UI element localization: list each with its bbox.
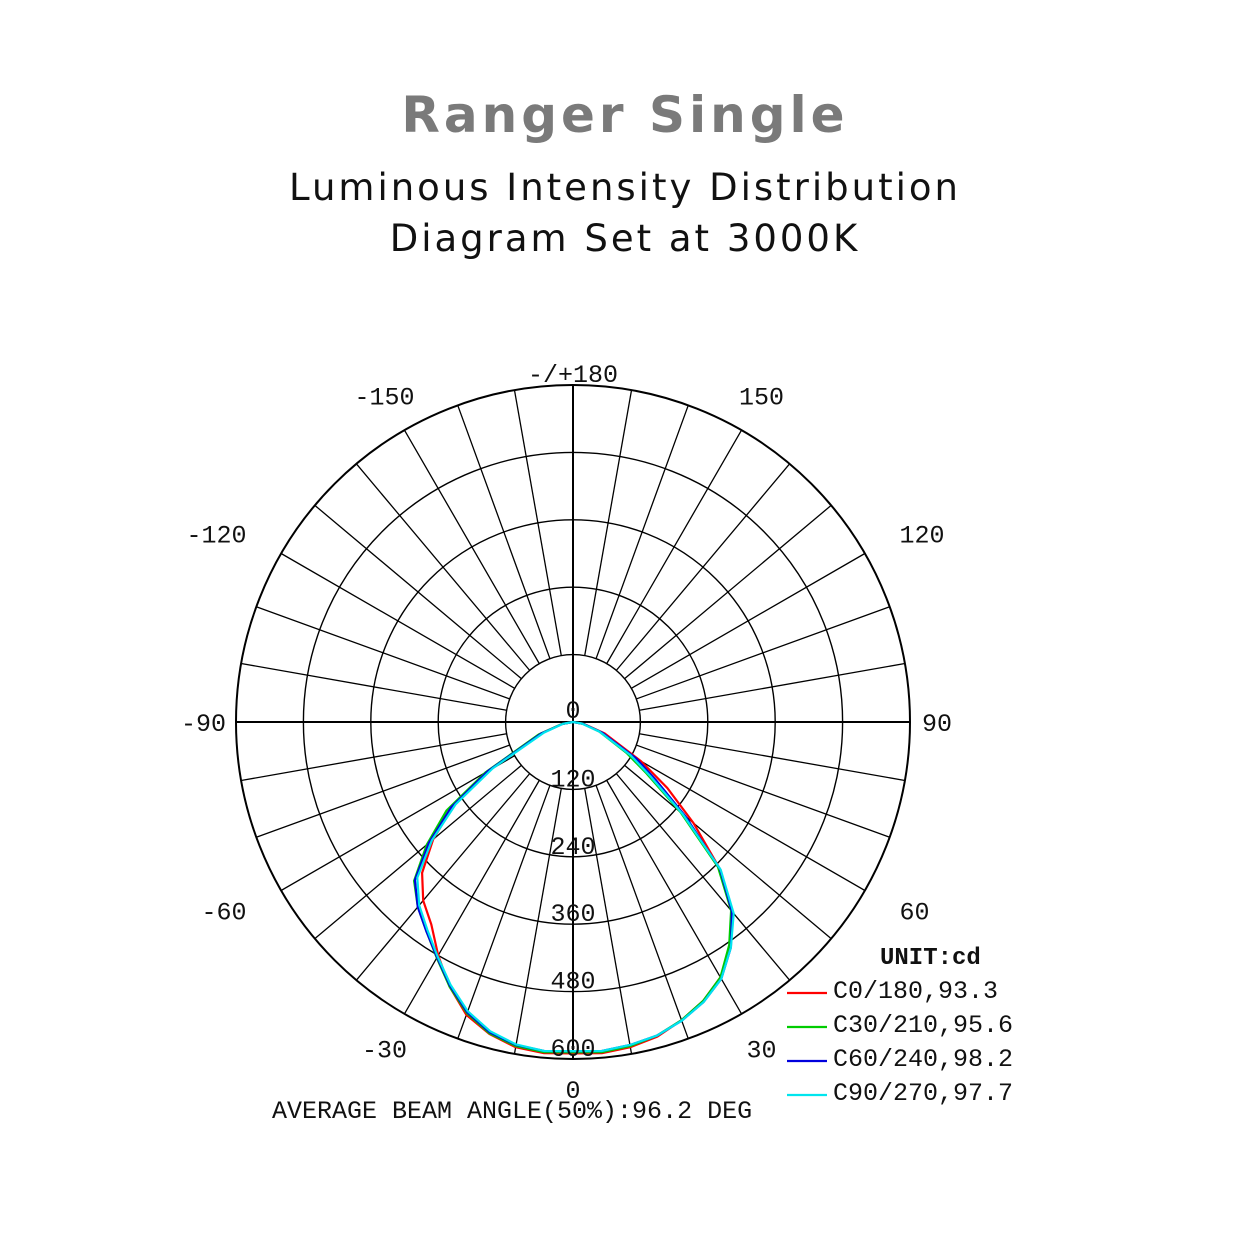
angle-label: 150 (739, 384, 784, 413)
angle-label: -/+180 (528, 361, 618, 390)
grid-spoke (256, 744, 510, 838)
intensity-curves (412, 720, 735, 1055)
grid-spoke (314, 764, 522, 940)
grid-spoke (513, 788, 562, 1054)
grid-spoke (584, 788, 633, 1054)
beam-angle-text: AVERAGE BEAM ANGLE(50%):96.2 DEG (272, 1097, 752, 1126)
angle-label: -60 (201, 899, 246, 928)
grid-spoke (403, 429, 540, 664)
unit-label: UNIT:cd (880, 945, 981, 972)
grid-spoke (256, 606, 510, 700)
grid-spoke (615, 773, 791, 981)
legend-entry-2: C30/210,95.6 (833, 1011, 1013, 1040)
series-curve-4 (416, 720, 735, 1053)
grid-spoke (355, 773, 531, 981)
angle-label: 0 (565, 1077, 580, 1106)
grid-spoke (513, 390, 562, 656)
grid-spoke (606, 429, 743, 664)
angle-label: 90 (922, 710, 952, 739)
grid-spoke (639, 733, 905, 782)
angle-label: -150 (354, 384, 414, 413)
grid-spoke (636, 744, 890, 838)
angle-label: 30 (746, 1037, 776, 1066)
grid-spoke (631, 552, 866, 689)
grid-spoke (595, 405, 689, 659)
radial-tick-label: 240 (550, 833, 595, 862)
grid-spoke (403, 780, 540, 1015)
grid-spoke (639, 662, 905, 711)
grid-spoke (457, 785, 551, 1039)
legend-entry-1: C0/180,93.3 (833, 977, 998, 1006)
grid-spoke (457, 405, 551, 659)
grid-spoke (355, 463, 531, 671)
legend-entry-3: C60/240,98.2 (833, 1045, 1013, 1074)
angle-label: -30 (362, 1037, 407, 1066)
radial-tick-label: 480 (550, 968, 595, 997)
grid-spoke (280, 755, 515, 892)
angle-label: -120 (186, 522, 246, 551)
grid-spoke (241, 662, 507, 711)
grid-spoke (241, 733, 507, 782)
angle-label: 120 (900, 522, 945, 551)
grid-spoke (595, 785, 689, 1039)
chart-subtitle-line1: Luminous Intensity Distribution (289, 166, 961, 209)
grid-spoke (631, 755, 866, 892)
grid-spoke (314, 504, 522, 680)
page-title: Ranger Single (401, 86, 849, 144)
radial-tick-label: 120 (550, 765, 595, 794)
grid-spoke (624, 504, 832, 680)
radial-tick-label: 360 (550, 900, 595, 929)
chart-subtitle-line2: Diagram Set at 3000K (389, 217, 861, 260)
grid-spoke (624, 764, 832, 940)
legend-entry-4: C90/270,97.7 (833, 1079, 1013, 1108)
polar-grid (235, 384, 911, 1060)
radial-tick-label: 600 (550, 1035, 595, 1064)
grid-spoke (280, 552, 515, 689)
center-label: 0 (565, 697, 580, 726)
grid-spoke (606, 780, 743, 1015)
angle-label: 60 (900, 899, 930, 928)
legend: UNIT:cd C0/180,93.3 C30/210,95.6 C60/240,98… (787, 945, 1013, 1108)
grid-spoke (615, 463, 791, 671)
grid-spoke (636, 606, 890, 700)
grid-spoke (584, 390, 633, 656)
angle-label: -90 (181, 710, 226, 739)
angle-labels: -/+180 -150 150 -120 120 -90 90 -60 60 -30 30 0 120 2… (181, 361, 952, 1106)
